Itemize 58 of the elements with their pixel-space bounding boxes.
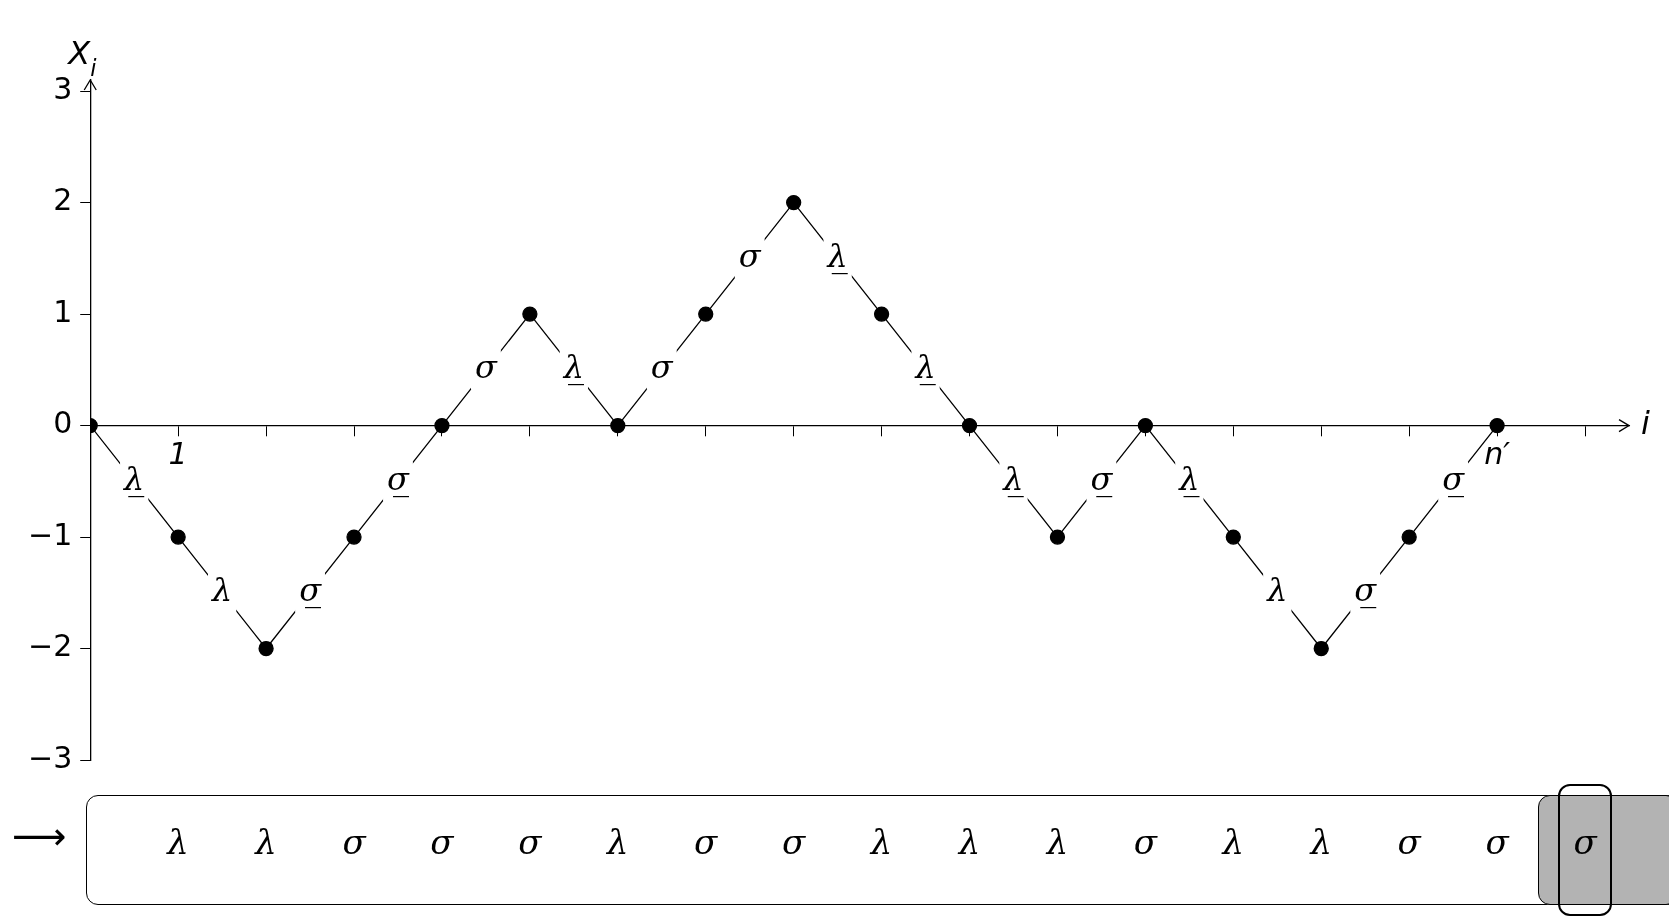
- text: λ: [1222, 822, 1245, 862]
- text: σ: [1133, 822, 1157, 862]
- text: λ: [1046, 822, 1069, 862]
- annotation: σ̲: [387, 459, 411, 498]
- point: [873, 306, 890, 322]
- annotation: σ: [738, 236, 762, 275]
- point: [346, 529, 362, 545]
- annotation: σ̲: [299, 571, 323, 610]
- point: [1137, 417, 1154, 434]
- annotation: λ: [1265, 571, 1288, 610]
- text: σ: [694, 822, 718, 862]
- x-axis-title: i: [1641, 403, 1650, 442]
- point: [961, 417, 978, 434]
- text: σ: [1573, 822, 1597, 862]
- annotation: λ̲: [561, 348, 584, 387]
- point: [786, 194, 802, 211]
- annotation: σ̲: [1090, 459, 1114, 498]
- text: σ: [782, 822, 806, 862]
- y-tick-label: 2: [53, 182, 73, 218]
- text: σ: [518, 822, 542, 862]
- point: [1225, 529, 1241, 545]
- y-tick-label: −2: [27, 628, 73, 664]
- text: σ: [1485, 822, 1509, 862]
- y-tick-label: −1: [27, 516, 73, 552]
- annotation: σ̲: [1442, 459, 1466, 498]
- text: λ: [870, 822, 893, 862]
- y-tick-label: −3: [27, 739, 73, 775]
- point: [1049, 529, 1066, 545]
- point: [170, 529, 186, 545]
- point: [1313, 640, 1329, 657]
- text: σ: [430, 822, 454, 862]
- text: ⟶: [12, 814, 67, 858]
- point: [522, 306, 538, 322]
- annotation: σ: [650, 348, 674, 387]
- annotation: λ̲: [122, 459, 145, 498]
- text: λ: [167, 822, 189, 862]
- annotation: λ: [209, 571, 233, 610]
- point: [434, 417, 450, 434]
- annotation: λ̲: [913, 348, 936, 387]
- text: λ: [607, 822, 629, 862]
- y-tick-label: 0: [53, 405, 73, 441]
- text: λ: [255, 822, 277, 862]
- annotation: λ̲: [1177, 459, 1200, 498]
- annotation: λ̲: [1001, 459, 1024, 498]
- text: λ: [1310, 822, 1333, 862]
- annotation: σ: [474, 348, 498, 387]
- point: [610, 417, 626, 434]
- text: σ: [342, 822, 366, 862]
- y-tick-label: 3: [53, 70, 73, 106]
- text: λ: [958, 822, 981, 862]
- annotation: λ̲: [825, 236, 848, 275]
- annotation: σ̲: [1354, 571, 1378, 610]
- text: σ: [1397, 822, 1421, 862]
- y-tick-label: 1: [53, 293, 73, 329]
- point: [1401, 529, 1417, 545]
- point: [258, 640, 274, 657]
- x-tick-label: n′: [1484, 436, 1511, 472]
- point: [698, 306, 714, 322]
